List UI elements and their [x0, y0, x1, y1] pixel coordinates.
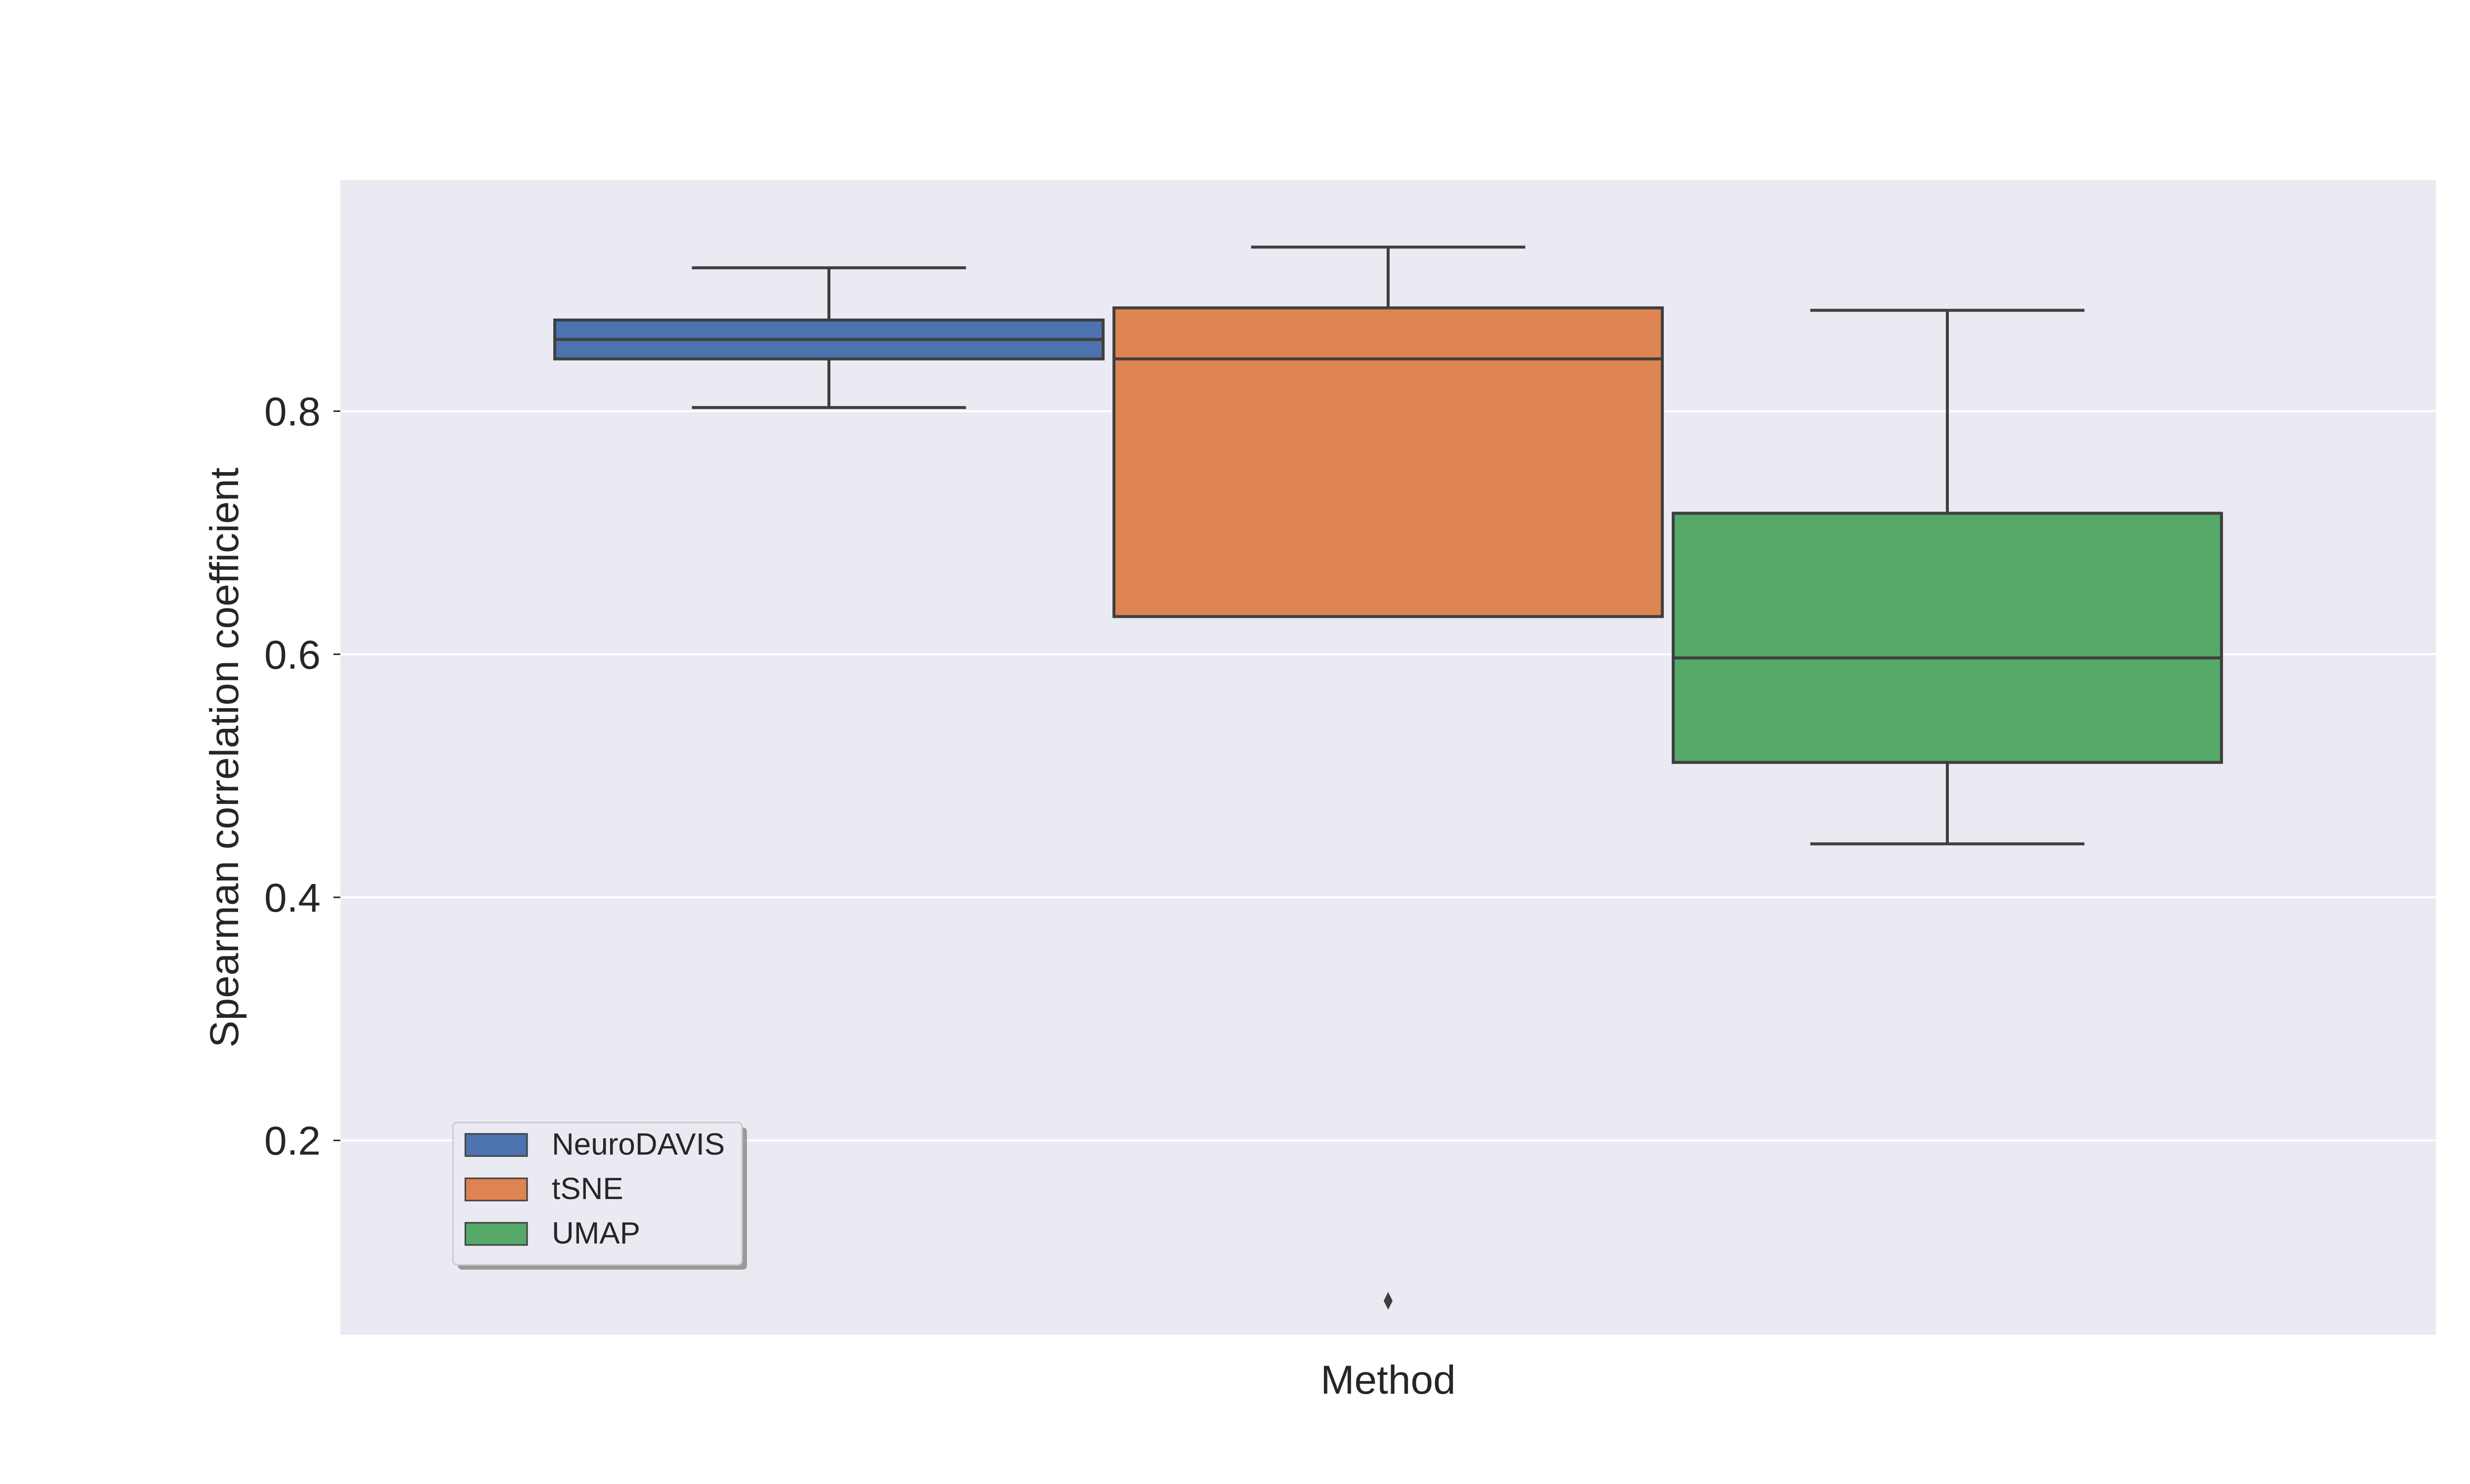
legend: NeuroDAVIS tSNE UMAP: [452, 1122, 747, 1270]
box-group-tsne: [1112, 245, 1664, 1310]
legend-label-neurodavis: NeuroDAVIS: [552, 1127, 725, 1162]
box-tsne: [1112, 306, 1664, 618]
ytick-label-0.6: 0.6: [264, 633, 321, 678]
legend-swatch-neurodavis: [464, 1133, 528, 1157]
legend-label-umap: UMAP: [552, 1216, 640, 1250]
y-axis-label: Spearman correlation coefficient: [202, 468, 247, 1048]
x-axis-label: Method: [1320, 1358, 1456, 1403]
legend-label-tsne: tSNE: [552, 1172, 623, 1206]
legend-swatch-tsne: [464, 1177, 528, 1202]
ytick-label-0.8: 0.8: [264, 390, 321, 435]
outlier-tsne-0: [1384, 1292, 1393, 1310]
box-group-umap: [1672, 309, 2223, 845]
ytick-label-0.2: 0.2: [264, 1119, 321, 1163]
ytick-label-0.4: 0.4: [264, 876, 321, 921]
legend-swatch-umap: [464, 1222, 528, 1246]
boxes: [553, 245, 2223, 1310]
y-tick-labels: 0.2 0.4 0.6 0.8: [264, 390, 340, 1163]
box-umap: [1672, 512, 2223, 764]
box-group-neurodavis: [553, 266, 1105, 409]
